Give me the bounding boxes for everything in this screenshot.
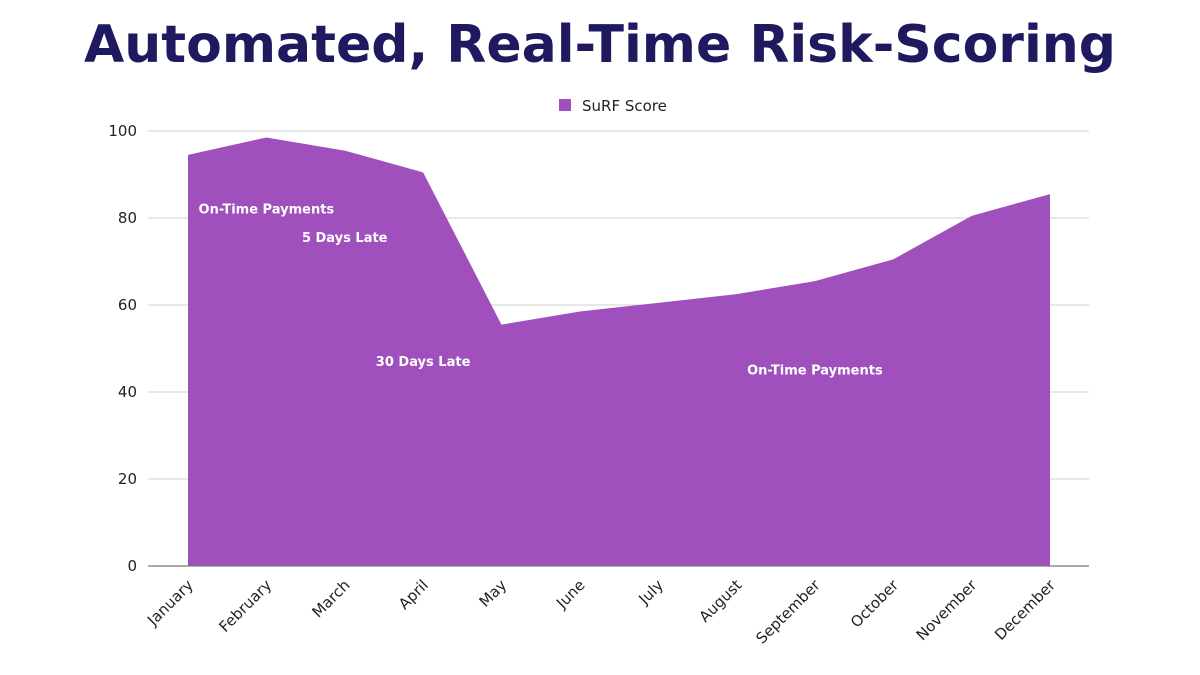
- y-tick-label: 0: [127, 557, 137, 575]
- y-tick-label: 80: [118, 209, 137, 227]
- annotation-label: 30 Days Late: [376, 355, 471, 370]
- x-tick-label: August: [696, 576, 746, 626]
- x-tick-label: September: [752, 576, 824, 648]
- x-tick-label: February: [215, 576, 275, 636]
- chart-title: Automated, Real-Time Risk-Scoring: [84, 15, 1116, 75]
- legend: SuRF Score: [559, 97, 667, 115]
- annotation-label: On-Time Payments: [199, 203, 335, 218]
- x-tick-label: April: [395, 576, 432, 613]
- annotation-label: 5 Days Late: [302, 231, 388, 246]
- y-tick-label: 100: [108, 122, 137, 140]
- y-tick-label: 40: [118, 383, 137, 401]
- legend-label: SuRF Score: [582, 97, 667, 115]
- x-axis-ticks: January February March April May June July Augu…: [143, 576, 1059, 648]
- y-tick-label: 60: [118, 296, 137, 314]
- x-tick-label: December: [991, 576, 1059, 644]
- x-tick-label: January: [143, 576, 197, 630]
- annotations: On-Time Payments 5 Days Late 30 Days Late O…: [199, 203, 883, 379]
- x-tick-label: October: [847, 576, 903, 632]
- y-tick-label: 20: [118, 470, 137, 488]
- y-axis-ticks: 0 20 40 60 80 100: [108, 122, 137, 575]
- x-tick-label: June: [552, 576, 589, 613]
- series-area-surf-score: [188, 137, 1050, 566]
- x-tick-label: May: [476, 576, 511, 611]
- x-tick-label: March: [308, 576, 353, 621]
- x-tick-label: July: [634, 576, 667, 609]
- x-tick-label: November: [913, 576, 981, 644]
- annotation-label: On-Time Payments: [747, 364, 883, 379]
- legend-swatch: [559, 99, 571, 111]
